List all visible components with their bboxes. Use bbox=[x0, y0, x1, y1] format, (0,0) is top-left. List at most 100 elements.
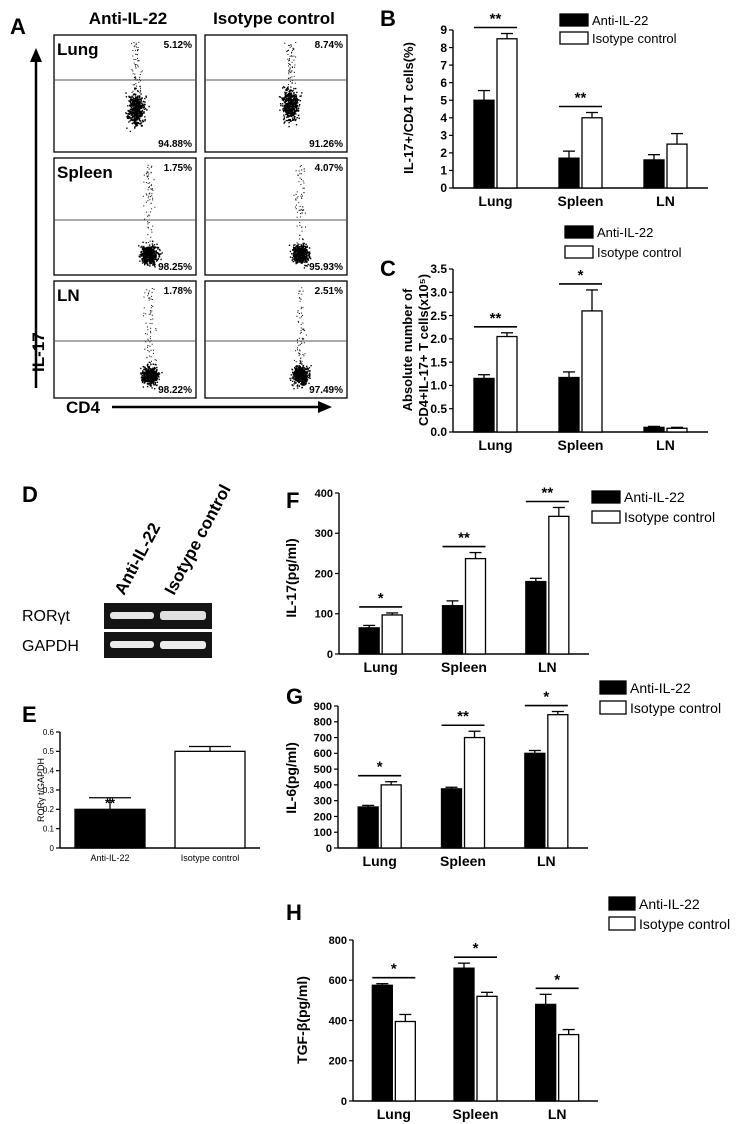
x-axis-label-cd4: CD4 bbox=[66, 398, 101, 417]
flow-plot-upper-percent: 8.74% bbox=[315, 40, 343, 51]
chart-bar bbox=[581, 310, 603, 433]
chart-y-tick-label: 400 bbox=[314, 780, 332, 792]
legend-label: Anti-IL-22 bbox=[592, 13, 648, 28]
legend-label: Anti-IL-22 bbox=[624, 489, 685, 505]
flow-plot-events bbox=[138, 164, 163, 268]
chart-y-tick-label: 0.2 bbox=[43, 805, 55, 814]
legend-label: Isotype control bbox=[630, 700, 721, 716]
flow-row-label-lung: Lung bbox=[57, 40, 99, 59]
chart-y-axis-label: TGF-β(pg/ml) bbox=[294, 976, 310, 1064]
legend-label: Anti-IL-22 bbox=[597, 225, 653, 240]
flow-plot-lower-percent: 97.49% bbox=[309, 385, 343, 396]
panel-a-flow-cytometry: Anti-IL-22 Isotype control IL-17 CD4 5.1… bbox=[29, 9, 348, 417]
chart-bar bbox=[535, 1003, 557, 1102]
chart-y-tick-label: 1.0 bbox=[430, 379, 447, 393]
chart-significance-mark: * bbox=[378, 590, 384, 607]
chart-y-tick-label: 0 bbox=[440, 181, 447, 195]
chart-significance-mark: ** bbox=[575, 90, 587, 107]
flow-plot-frame bbox=[53, 34, 197, 153]
y-axis-arrowhead bbox=[30, 48, 42, 62]
chart-y-tick-label: 600 bbox=[314, 748, 332, 760]
legend-swatch bbox=[608, 896, 636, 911]
chart-y-tick-label: 2.0 bbox=[430, 332, 447, 346]
chart-y-tick-label: 0.4 bbox=[43, 766, 55, 775]
chart-bar bbox=[548, 515, 570, 655]
chart-g: 0 100 200 300 400 500 600 700 800 900 IL-6(pg/ml) L… bbox=[283, 680, 721, 869]
chart-y-tick-label: 0 bbox=[50, 844, 55, 853]
legend-label: Anti-IL-22 bbox=[639, 896, 700, 912]
chart-y-tick-label: 600 bbox=[329, 975, 347, 987]
gel-band-gapdh-anti bbox=[110, 641, 154, 648]
chart-bar bbox=[74, 808, 146, 849]
chart-y-tick-label: 300 bbox=[314, 796, 332, 808]
chart-category-label: Isotype control bbox=[181, 853, 240, 863]
chart-y-axis-label: IL-17+/CD4 T cells(%) bbox=[401, 42, 416, 174]
chart-category-label: LN bbox=[656, 193, 675, 209]
chart-y-tick-label: 2.5 bbox=[430, 309, 447, 323]
legend-swatch bbox=[559, 31, 589, 45]
chart-y-axis-label-2: CD4+IL-17+ T cells(x10⁵) bbox=[416, 274, 431, 426]
chart-y-tick-label: 300 bbox=[315, 528, 333, 540]
legend-swatch bbox=[591, 510, 621, 524]
chart-y-tick-label: 0 bbox=[341, 1096, 347, 1108]
chart-y-tick-label: 0.3 bbox=[43, 786, 55, 795]
chart-bar bbox=[464, 557, 487, 655]
chart-y-tick-label: 3 bbox=[440, 129, 447, 143]
chart-y-tick-label: 900 bbox=[314, 701, 332, 713]
chart-bar bbox=[473, 377, 495, 433]
chart-category-label: Anti-IL-22 bbox=[90, 853, 129, 863]
chart-e: 0 0.1 0.2 0.3 0.4 0.5 0.6 RORγ t/GAPDH Anti-IL-2… bbox=[36, 728, 260, 863]
gel-band-rorgt-iso bbox=[160, 611, 206, 620]
panel-letter-b: B bbox=[380, 6, 396, 31]
chart-y-tick-label: 2 bbox=[440, 146, 447, 160]
chart-category-label: Spleen bbox=[440, 853, 486, 869]
chart-y-tick-label: 400 bbox=[315, 488, 333, 500]
legend-label: Anti-IL-22 bbox=[630, 680, 691, 696]
flow-plot-spleen-anti: 1.75% 98.25% Spleen bbox=[53, 157, 197, 276]
flow-plot-events bbox=[125, 41, 150, 133]
gel-band-rorgt-anti bbox=[110, 612, 154, 619]
flow-plot-lower-percent: 91.26% bbox=[309, 139, 343, 150]
chart-bar bbox=[558, 157, 580, 189]
flow-plot-frame bbox=[53, 280, 197, 399]
panel-d-gel: Anti-IL-22 Isotype control RORγt GAPDH bbox=[22, 481, 235, 658]
chart-bar bbox=[666, 143, 688, 189]
chart-y-tick-label: 4 bbox=[440, 111, 447, 125]
chart-significance-mark: ** bbox=[541, 484, 553, 501]
flow-plot-lung-iso: 8.74% 91.26% bbox=[204, 34, 348, 153]
flow-plot-events bbox=[278, 42, 303, 128]
chart-b: 0 1 2 3 4 5 6 7 8 9 IL-17+/CD4 T cells(%) Lung ** Spl… bbox=[401, 11, 708, 209]
flow-plot-events bbox=[288, 165, 312, 269]
chart-category-label: Lung bbox=[478, 437, 512, 453]
chart-y-tick-label: 200 bbox=[329, 1056, 347, 1068]
chart-bar bbox=[476, 995, 498, 1102]
chart-y-axis-label: IL-6(pg/ml) bbox=[283, 742, 299, 814]
flow-plot-upper-percent: 5.12% bbox=[164, 40, 192, 51]
chart-category-label: Spleen bbox=[558, 193, 604, 209]
flow-plot-frame bbox=[204, 157, 348, 276]
chart-category-label: Spleen bbox=[441, 659, 487, 675]
chart-y-tick-label: 0 bbox=[326, 843, 332, 855]
flow-plot-lower-percent: 98.22% bbox=[158, 385, 192, 396]
chart-bar bbox=[525, 580, 547, 655]
chart-bar bbox=[473, 99, 495, 189]
flow-plot-upper-percent: 2.51% bbox=[315, 286, 343, 297]
legend-label: Isotype control bbox=[639, 916, 730, 932]
chart-significance-mark: * bbox=[391, 961, 397, 978]
flow-plot-events bbox=[289, 287, 312, 390]
chart-significance-mark: * bbox=[377, 759, 383, 776]
chart-y-tick-label: 6 bbox=[440, 76, 447, 90]
chart-category-label: LN bbox=[537, 853, 556, 869]
chart-bar bbox=[524, 752, 546, 849]
panel-letter-h: H bbox=[286, 900, 302, 925]
chart-y-tick-label: 100 bbox=[315, 609, 333, 621]
flow-plot-lower-percent: 98.25% bbox=[158, 262, 192, 273]
chart-c: 0.0 0.5 1.0 1.5 2.0 2.5 3.0 3.5 Absolute number … bbox=[400, 225, 708, 453]
gel-lane-label-anti: Anti-IL-22 bbox=[111, 520, 165, 598]
flow-row-label-spleen: Spleen bbox=[57, 163, 113, 182]
chart-bar bbox=[643, 159, 665, 189]
chart-bar bbox=[441, 605, 464, 655]
legend-swatch bbox=[599, 700, 627, 715]
legend-swatch bbox=[559, 13, 589, 27]
chart-category-label: Spleen bbox=[558, 437, 604, 453]
